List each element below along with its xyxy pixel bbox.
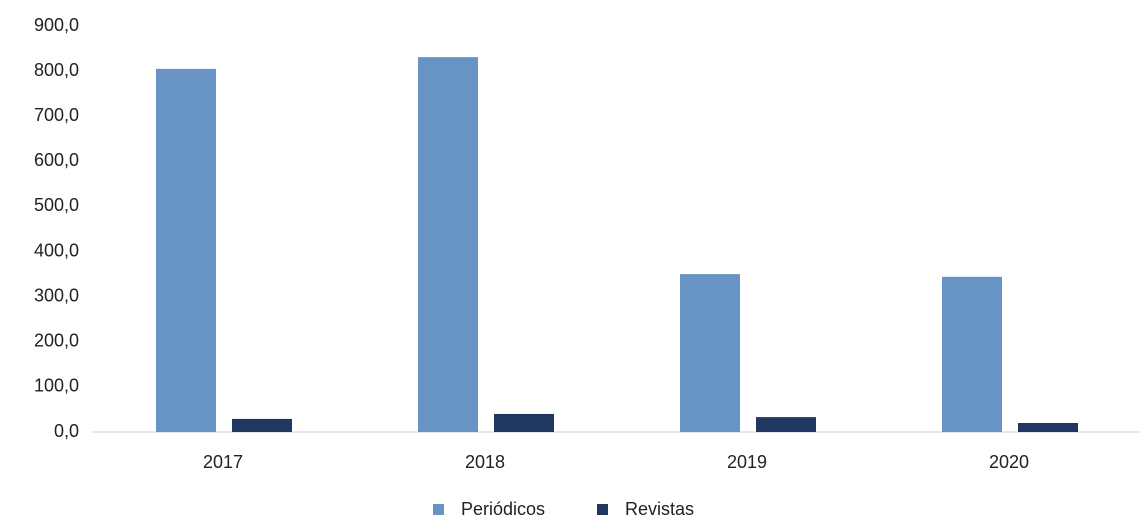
bar bbox=[494, 413, 554, 432]
bar bbox=[942, 276, 1002, 432]
y-tick-label: 500,0 bbox=[34, 195, 79, 215]
x-tick-label: 2018 bbox=[465, 452, 505, 472]
bar bbox=[418, 57, 478, 432]
y-tick-label: 100,0 bbox=[34, 376, 79, 396]
bar bbox=[756, 417, 816, 432]
legend-swatch bbox=[433, 504, 444, 515]
x-tick-label: 2020 bbox=[989, 452, 1029, 472]
y-tick-label: 0,0 bbox=[54, 421, 79, 441]
bar bbox=[1018, 422, 1078, 432]
y-tick-label: 400,0 bbox=[34, 240, 79, 260]
y-tick-label: 800,0 bbox=[34, 60, 79, 80]
bar bbox=[232, 418, 292, 432]
bar bbox=[156, 68, 216, 432]
y-tick-label: 300,0 bbox=[34, 285, 79, 305]
x-tick-label: 2019 bbox=[727, 452, 767, 472]
x-tick-label: 2017 bbox=[203, 452, 243, 472]
y-tick-label: 200,0 bbox=[34, 331, 79, 351]
legend-label: Periódicos bbox=[461, 499, 545, 519]
legend-swatch bbox=[597, 504, 608, 515]
legend-label: Revistas bbox=[625, 499, 694, 519]
y-tick-label: 600,0 bbox=[34, 150, 79, 170]
y-tick-label: 700,0 bbox=[34, 105, 79, 125]
bar bbox=[680, 274, 740, 432]
y-tick-label: 900,0 bbox=[34, 15, 79, 35]
